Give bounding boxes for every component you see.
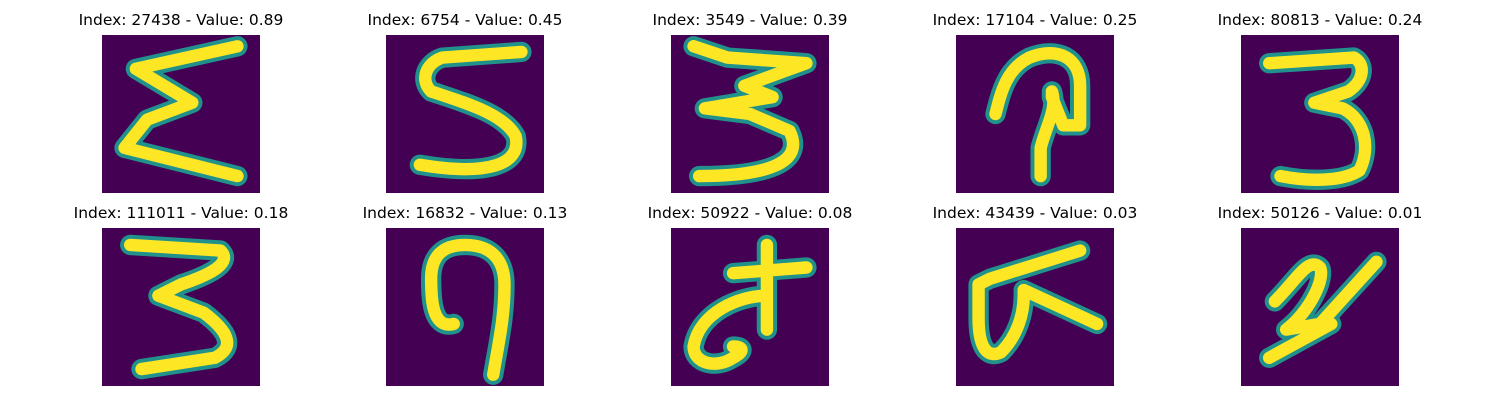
grid-panel: Index: 50922 - Value: 0.08 xyxy=(635,201,865,386)
panel-title: Index: 80813 - Value: 0.24 xyxy=(1217,11,1423,29)
glyph-stroke-inner xyxy=(424,238,511,381)
digit-image xyxy=(1241,228,1399,386)
glyph-stroke-inner xyxy=(124,238,234,376)
digit-image xyxy=(956,35,1114,193)
glyph-stroke-inner xyxy=(989,47,1087,183)
grid-panel: Index: 43439 - Value: 0.03 xyxy=(920,201,1150,386)
digit-image xyxy=(671,35,829,193)
glyph-stroke-inner xyxy=(118,40,244,183)
glyph-stroke-inner xyxy=(413,45,528,176)
digit-image xyxy=(956,228,1114,386)
glyph-stroke-inner xyxy=(687,40,813,183)
panel-title: Index: 50922 - Value: 0.08 xyxy=(647,204,853,222)
panel-title: Index: 50126 - Value: 0.01 xyxy=(1217,204,1423,222)
digit-image xyxy=(1241,35,1399,193)
grid-panel: Index: 80813 - Value: 0.24 xyxy=(1205,8,1435,193)
panel-title: Index: 16832 - Value: 0.13 xyxy=(362,204,568,222)
panel-title: Index: 6754 - Value: 0.45 xyxy=(367,11,563,29)
grid-panel: Index: 50126 - Value: 0.01 xyxy=(1205,201,1435,386)
grid-panel: Index: 111011 - Value: 0.18 xyxy=(66,201,296,386)
glyph-stroke-inner xyxy=(972,244,1104,361)
grid-panel: Index: 6754 - Value: 0.45 xyxy=(350,8,580,193)
grid-panel: Index: 3549 - Value: 0.39 xyxy=(635,8,865,193)
glyph-stroke-inner xyxy=(1263,255,1383,364)
grid-panel: Index: 17104 - Value: 0.25 xyxy=(920,8,1150,193)
digit-image xyxy=(671,228,829,386)
panel-title: Index: 43439 - Value: 0.03 xyxy=(932,204,1138,222)
digit-image xyxy=(102,228,260,386)
glyph-stroke-inner xyxy=(687,238,813,370)
digit-image xyxy=(386,228,544,386)
panel-title: Index: 111011 - Value: 0.18 xyxy=(73,204,289,222)
panel-title: Index: 17104 - Value: 0.25 xyxy=(932,11,1138,29)
digit-image xyxy=(102,35,260,193)
grid-panel: Index: 16832 - Value: 0.13 xyxy=(350,201,580,386)
panel-title: Index: 27438 - Value: 0.89 xyxy=(78,11,284,29)
grid-panel: Index: 27438 - Value: 0.89 xyxy=(66,8,296,193)
panel-title: Index: 3549 - Value: 0.39 xyxy=(652,11,848,29)
digit-image xyxy=(386,35,544,193)
glyph-stroke-inner xyxy=(1263,51,1372,186)
